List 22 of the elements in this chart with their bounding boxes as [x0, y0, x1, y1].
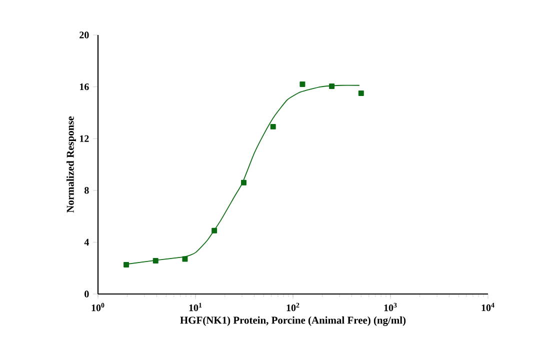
x-axis-title: HGF(NK1) Protein, Porcine (Animal Free) (ng/ml)	[180, 316, 406, 326]
y-tick-label: 0	[84, 290, 89, 298]
point	[358, 90, 364, 96]
point	[152, 258, 158, 264]
x-tick-label: 10$^{3}$	[384, 302, 397, 312]
x-tick-label: 10$^{4}$	[482, 302, 494, 312]
point	[182, 256, 188, 262]
point	[270, 124, 276, 130]
y-tick-label: 16	[80, 83, 89, 90]
point	[300, 81, 306, 87]
point	[212, 228, 218, 234]
y-tick-label: 12	[80, 135, 89, 142]
point	[241, 180, 246, 186]
point	[329, 84, 335, 90]
y-tick-label: 4	[84, 238, 89, 246]
x-tick-label: 10$^{0}$	[92, 302, 104, 312]
x-tick-label: 10$^{2}$	[286, 302, 300, 312]
y-tick-label: 8	[84, 187, 89, 194]
x-tick-label: 10$^{1}$	[189, 302, 202, 312]
point	[124, 262, 130, 268]
y-axis-title: Normalized Response	[66, 116, 76, 213]
y-tick-label: 20	[80, 32, 89, 38]
